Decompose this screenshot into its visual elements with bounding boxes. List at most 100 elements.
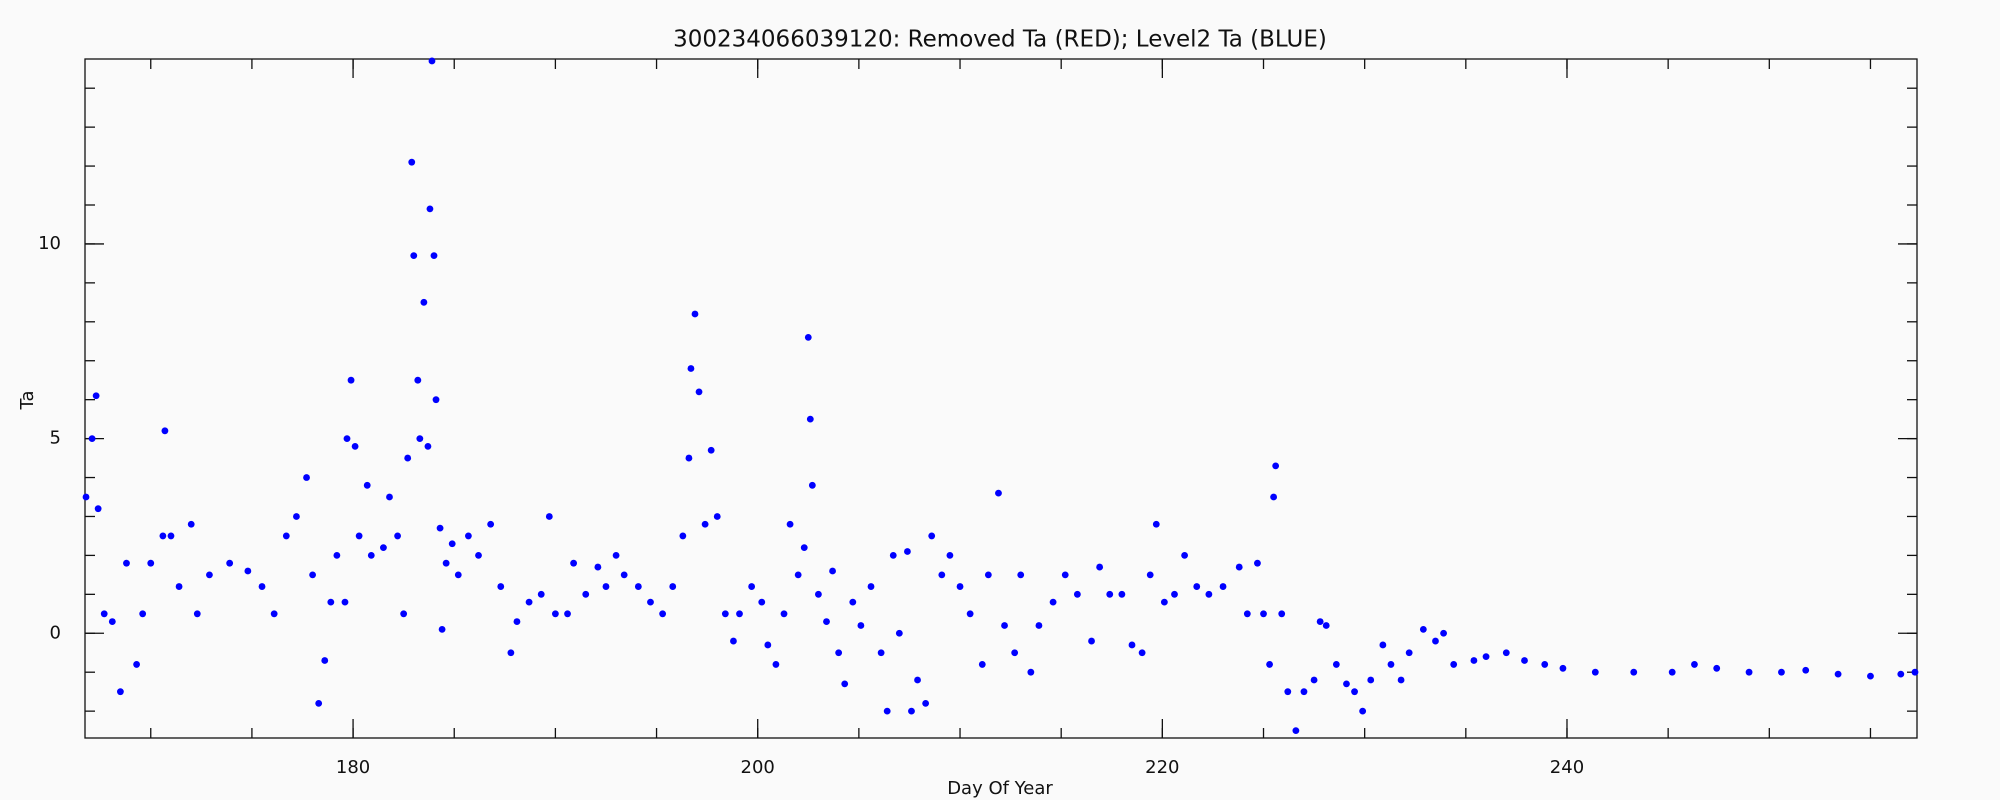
data-point: [800, 544, 808, 552]
data-point: [1332, 661, 1340, 668]
data-point: [908, 707, 915, 715]
data-point: [570, 559, 578, 567]
data-point: [414, 376, 422, 384]
data-point: [1911, 668, 1919, 676]
data-point: [748, 583, 756, 590]
data-point: [270, 610, 278, 618]
data-point: [315, 699, 323, 707]
data-point: [1343, 680, 1350, 688]
data-point: [883, 707, 891, 715]
data-point: [780, 610, 788, 618]
data-point: [159, 532, 167, 540]
data-point: [730, 637, 737, 645]
data-point: [1834, 670, 1842, 678]
data-point: [464, 532, 472, 540]
data-point: [442, 559, 450, 567]
data-point: [430, 252, 438, 260]
data-point: [1300, 688, 1308, 696]
data-point: [806, 415, 814, 423]
data-point: [1419, 625, 1427, 633]
data-point: [416, 435, 424, 443]
data-point: [327, 598, 335, 606]
data-point: [507, 649, 515, 657]
data-point: [1088, 637, 1095, 645]
data-point: [258, 583, 266, 590]
data-point: [804, 333, 812, 341]
data-point: [895, 629, 903, 637]
data-point: [1897, 670, 1905, 678]
data-point: [620, 571, 628, 579]
data-point: [984, 571, 992, 579]
data-point: [1073, 590, 1081, 598]
data-point: [1359, 707, 1367, 715]
data-point: [1219, 583, 1227, 590]
data-point: [303, 474, 310, 481]
data-point: [582, 590, 590, 598]
data-point: [1106, 590, 1114, 598]
data-point: [487, 520, 495, 528]
data-point: [426, 205, 434, 213]
data-point: [835, 649, 843, 657]
data-point: [551, 610, 559, 618]
data-point: [117, 688, 124, 696]
data-point: [193, 610, 201, 618]
data-point: [1745, 668, 1753, 676]
data-point: [1450, 661, 1458, 668]
data-point: [1387, 661, 1395, 668]
data-point: [1235, 563, 1243, 571]
data-point: [1254, 559, 1261, 567]
data-point: [1405, 649, 1413, 657]
data-point: [1017, 571, 1025, 579]
data-point: [956, 583, 964, 590]
data-point: [659, 610, 667, 618]
data-point: [1482, 653, 1490, 661]
data-point: [978, 661, 986, 668]
data-point: [1292, 727, 1300, 735]
data-point: [94, 505, 102, 513]
data-point: [707, 446, 715, 454]
data-point: [1193, 583, 1201, 590]
data-point: [1502, 649, 1510, 657]
data-point: [794, 571, 802, 579]
data-point: [685, 454, 693, 462]
data-point: [877, 649, 885, 657]
data-point: [1559, 664, 1567, 672]
data-point: [1278, 610, 1286, 618]
data-point: [1260, 610, 1267, 618]
data-point: [1367, 676, 1375, 684]
data-point: [293, 513, 300, 520]
data-point: [1397, 676, 1405, 684]
data-point: [1351, 688, 1358, 696]
data-point: [1096, 563, 1104, 571]
data-point: [321, 657, 329, 664]
y-tick-label: 0: [50, 622, 61, 643]
data-point: [758, 598, 766, 606]
data-point: [394, 532, 401, 540]
data-point: [772, 661, 780, 668]
data-point: [187, 520, 195, 528]
data-point: [594, 563, 602, 571]
data-point: [889, 552, 897, 559]
data-point: [226, 559, 234, 567]
data-point: [736, 610, 743, 618]
data-point: [1630, 668, 1638, 676]
data-point: [1171, 590, 1178, 598]
data-point: [497, 583, 505, 590]
data-point: [904, 548, 911, 555]
data-point: [1521, 657, 1528, 664]
data-point: [713, 513, 721, 520]
data-point: [1432, 637, 1439, 645]
data-point: [363, 481, 371, 489]
data-point: [669, 583, 677, 590]
data-point: [1181, 552, 1189, 559]
data-point: [1867, 672, 1874, 680]
data-point: [938, 571, 946, 579]
data-point: [721, 610, 729, 618]
data-point: [380, 544, 387, 552]
data-point: [829, 567, 836, 575]
data-point: [1160, 598, 1168, 606]
data-point: [525, 598, 533, 606]
data-point: [1284, 688, 1292, 696]
data-point: [564, 610, 571, 618]
